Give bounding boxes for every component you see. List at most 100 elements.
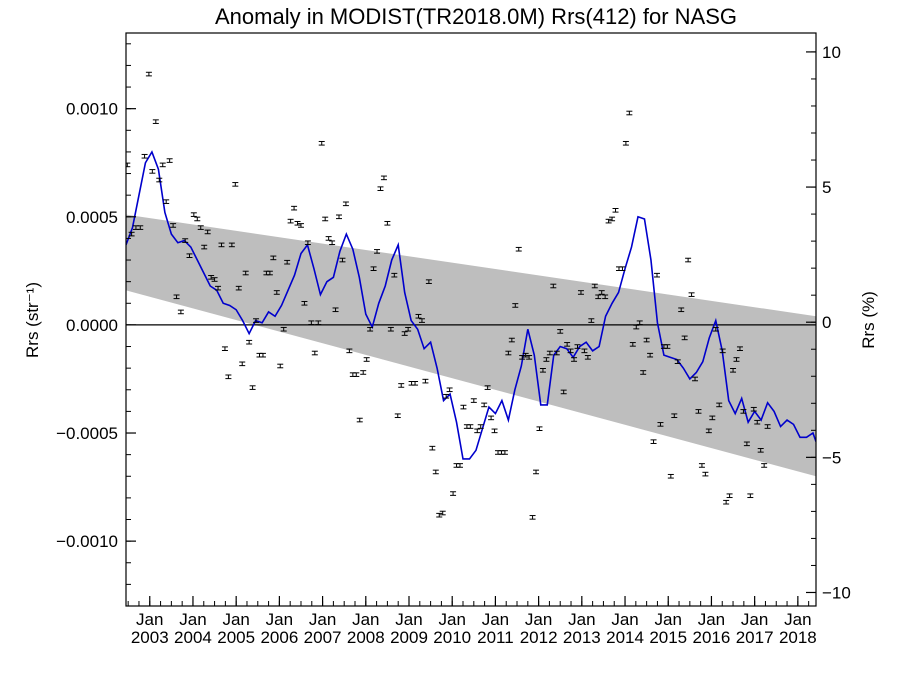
data-point [584,355,591,360]
x-tick-year: 2011 [477,628,514,647]
data-point [481,402,488,408]
data-point [705,428,712,434]
x-tick-month: Jan [482,610,509,629]
data-point [273,290,280,295]
x-axis: Jan2003Jan2004Jan2005Jan2006Jan2007Jan20… [127,596,817,647]
x-tick-month: Jan [352,610,379,629]
data-point [522,352,529,358]
data-point [498,450,505,455]
data-point [640,370,647,375]
x-tick-month: Jan [611,610,638,629]
y2-tick-label: −5 [822,448,841,467]
data-point [750,406,757,412]
x-tick-month: Jan [222,610,249,629]
data-point [256,352,263,358]
data-point [401,331,408,336]
data-point [526,355,533,360]
data-point [598,290,605,295]
data-point [186,253,193,259]
data-point [567,348,574,354]
data-point [284,259,291,265]
data-point [629,342,636,347]
data-point [232,182,239,187]
data-point [581,348,588,354]
data-point [605,218,612,224]
data-point [287,218,294,224]
data-point [384,220,391,226]
data-point [519,355,526,360]
data-point [259,352,266,358]
data-point [626,110,633,116]
right-y-axis: 10 5 0 −5 −10 [806,43,851,602]
data-point [301,300,308,306]
data-point [685,257,692,263]
data-point [152,119,159,124]
data-point [647,352,654,358]
x-tick-month: Jan [655,610,682,629]
data-point [577,290,584,295]
data-point [474,428,481,434]
x-tick-month: Jan [525,610,552,629]
data-point [374,249,381,254]
data-point [235,285,242,291]
x-tick-month: Jan [741,610,768,629]
data-point [761,463,768,468]
data-point [246,339,253,345]
data-point [363,357,370,362]
data-point [291,205,298,211]
x-tick-year: 2008 [347,628,385,647]
data-point [137,225,144,230]
y-tick-label: −0.0005 [56,424,118,443]
data-point [311,350,318,356]
data-point [253,318,260,323]
data-point [315,320,322,326]
data-point [456,463,463,468]
data-point [425,279,432,284]
data-point [463,424,470,429]
data-point [650,439,657,444]
data-point [349,372,356,377]
data-point [159,162,166,168]
data-point [654,272,661,278]
data-point [266,270,273,276]
left-y-axis-title: Rrs (str⁻¹) [23,282,42,358]
data-point [356,417,363,423]
data-point [564,342,571,347]
data-point [182,238,189,243]
y-tick-label: 0.0000 [66,316,118,335]
x-tick-month: Jan [438,610,465,629]
data-point [533,469,540,475]
data-point [692,376,699,382]
data-point [612,208,619,213]
data-point [588,318,595,323]
left-y-axis: 0.0010 0.0005 0.0000 −0.0005 −0.0010 [56,43,136,607]
data-point [429,445,436,451]
data-point [643,337,650,343]
data-point [529,515,536,520]
data-point [277,363,284,369]
data-point [512,303,519,308]
data-point [387,326,394,332]
x-tick-year: 2010 [433,628,471,647]
data-point [712,326,719,332]
data-point [695,409,702,414]
data-point [515,246,522,252]
y-tick-label: 0.0005 [66,208,118,227]
data-point [681,335,688,341]
data-point [415,313,422,319]
data-point [228,242,235,248]
x-tick-year: 2007 [304,628,342,647]
data-point [716,402,723,408]
data-point [591,283,598,289]
data-point [719,348,726,354]
data-point [709,415,716,421]
data-point [325,236,332,241]
data-point [318,140,325,146]
data-point [615,266,622,271]
data-point [391,272,398,278]
data-point [443,393,450,399]
data-point [145,71,152,77]
x-tick-month: Jan [136,610,163,629]
data-point [221,346,228,351]
data-point [211,277,218,282]
